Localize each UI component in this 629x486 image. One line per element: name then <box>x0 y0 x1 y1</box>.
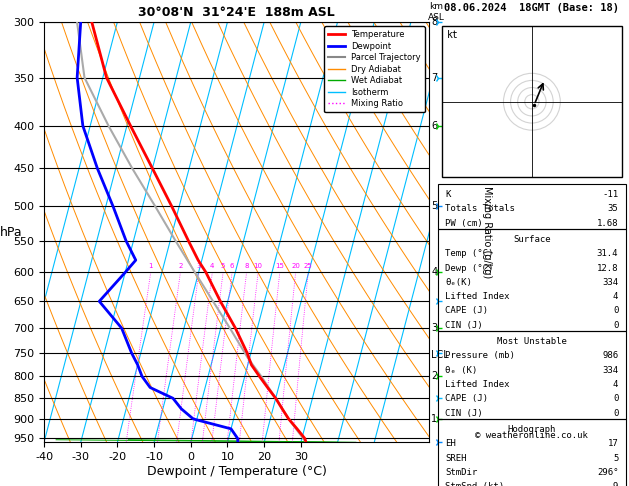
Text: 1: 1 <box>148 263 153 269</box>
Bar <box>442 26 622 177</box>
Text: 334: 334 <box>602 278 618 287</box>
Text: 1.68: 1.68 <box>597 219 618 227</box>
Text: CIN (J): CIN (J) <box>445 409 483 417</box>
Text: PW (cm): PW (cm) <box>445 219 483 227</box>
Text: 6: 6 <box>431 121 437 131</box>
Text: LCL: LCL <box>431 350 449 361</box>
Text: Dewp (°C): Dewp (°C) <box>445 263 494 273</box>
Text: 20: 20 <box>291 263 300 269</box>
Text: Lifted Index: Lifted Index <box>445 380 510 389</box>
Text: 4: 4 <box>613 292 618 301</box>
Text: 8: 8 <box>244 263 249 269</box>
Text: 334: 334 <box>602 365 618 375</box>
Text: 4: 4 <box>431 267 437 278</box>
Text: 17: 17 <box>608 439 618 448</box>
Text: 10: 10 <box>253 263 263 269</box>
Text: 3: 3 <box>196 263 201 269</box>
Text: Temp (°C): Temp (°C) <box>445 249 494 258</box>
X-axis label: Dewpoint / Temperature (°C): Dewpoint / Temperature (°C) <box>147 465 326 478</box>
Text: 0: 0 <box>613 306 618 315</box>
Text: Lifted Index: Lifted Index <box>445 292 510 301</box>
Text: Surface: Surface <box>513 235 551 244</box>
Text: 7: 7 <box>431 72 437 83</box>
Text: EH: EH <box>445 439 456 448</box>
Text: CAPE (J): CAPE (J) <box>445 306 489 315</box>
Text: 986: 986 <box>602 351 618 361</box>
Text: 2: 2 <box>431 371 437 382</box>
Bar <box>438 184 626 229</box>
Text: 15: 15 <box>276 263 284 269</box>
Text: 4: 4 <box>210 263 214 269</box>
Text: 4: 4 <box>613 380 618 389</box>
Legend: Temperature, Dewpoint, Parcel Trajectory, Dry Adiabat, Wet Adiabat, Isotherm, Mi: Temperature, Dewpoint, Parcel Trajectory… <box>324 26 425 112</box>
Text: 9: 9 <box>613 482 618 486</box>
Text: 8: 8 <box>431 17 437 27</box>
Text: 25: 25 <box>304 263 313 269</box>
Text: hPa: hPa <box>0 226 23 239</box>
Text: 35: 35 <box>608 204 618 213</box>
Text: 1: 1 <box>431 414 437 424</box>
Title: 30°08'N  31°24'E  188m ASL: 30°08'N 31°24'E 188m ASL <box>138 6 335 19</box>
Text: 0: 0 <box>613 321 618 330</box>
Text: θₑ (K): θₑ (K) <box>445 365 477 375</box>
Text: 3: 3 <box>431 323 437 333</box>
Text: Most Unstable: Most Unstable <box>497 337 567 346</box>
Text: 2: 2 <box>178 263 182 269</box>
Text: 6: 6 <box>230 263 235 269</box>
Text: Mixing Ratio (g/kg): Mixing Ratio (g/kg) <box>482 186 492 278</box>
Text: 31.4: 31.4 <box>597 249 618 258</box>
Text: km
ASL: km ASL <box>428 2 444 22</box>
Text: K: K <box>445 190 451 199</box>
Text: StmSpd (kt): StmSpd (kt) <box>445 482 504 486</box>
Bar <box>438 419 626 486</box>
Text: -11: -11 <box>602 190 618 199</box>
Bar <box>438 331 626 419</box>
Text: CIN (J): CIN (J) <box>445 321 483 330</box>
Text: 5: 5 <box>431 202 437 211</box>
Text: Pressure (mb): Pressure (mb) <box>445 351 515 361</box>
Text: 0: 0 <box>613 394 618 403</box>
Text: Totals Totals: Totals Totals <box>445 204 515 213</box>
Text: CAPE (J): CAPE (J) <box>445 394 489 403</box>
Text: SREH: SREH <box>445 453 467 463</box>
Text: 296°: 296° <box>597 468 618 477</box>
Text: Hodograph: Hodograph <box>508 425 556 434</box>
Bar <box>438 229 626 331</box>
Text: © weatheronline.co.uk: © weatheronline.co.uk <box>476 431 588 440</box>
Text: 0: 0 <box>613 409 618 417</box>
Text: kt: kt <box>447 30 459 40</box>
Text: θₑ(K): θₑ(K) <box>445 278 472 287</box>
Text: 5: 5 <box>613 453 618 463</box>
Text: StmDir: StmDir <box>445 468 477 477</box>
Text: 08.06.2024  18GMT (Base: 18): 08.06.2024 18GMT (Base: 18) <box>444 3 620 14</box>
Text: 5: 5 <box>221 263 225 269</box>
Text: 12.8: 12.8 <box>597 263 618 273</box>
